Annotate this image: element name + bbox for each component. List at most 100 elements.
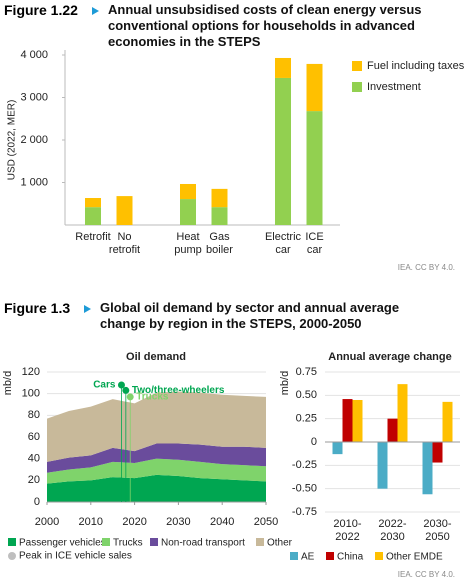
figure-title: Annual unsubsidised costs of clean energ… (108, 2, 422, 49)
y-tick-label: 60 (28, 431, 40, 443)
bar-segment (116, 196, 133, 225)
y-tick-label: -0.75 (292, 506, 317, 518)
bar-segment (85, 207, 101, 225)
y-tick-label: -0.25 (292, 459, 317, 471)
x-tick-label: Heat (176, 231, 199, 243)
y-tick-label: 3 000 (20, 91, 48, 103)
figure-label: Figure 1.3 (4, 300, 71, 316)
legend-swatch (8, 552, 16, 560)
legend-label: Other EMDE (386, 552, 443, 563)
bar-segment (306, 63, 323, 112)
x-tick-label: 2040 (210, 516, 234, 528)
area (47, 458, 266, 484)
peak-marker (126, 393, 134, 401)
legend-swatch (352, 82, 362, 92)
x-tick-label: 2030- (423, 518, 451, 530)
x-tick-label: 2010 (79, 516, 103, 528)
bar (387, 418, 398, 442)
y-tick-label: 1 000 (20, 176, 48, 188)
legend-label: Trucks (113, 538, 143, 549)
x-tick-label: 2000 (35, 516, 59, 528)
x-tick-label: 2030 (166, 516, 190, 528)
legend-swatch (102, 538, 110, 546)
x-tick-label: car (275, 244, 291, 256)
x-tick-label: car (307, 244, 323, 256)
y-tick-label: 2 000 (20, 134, 48, 146)
bar (332, 442, 343, 455)
peak-marker (117, 381, 125, 389)
figure-title: Global oil demand by sector and annual a… (100, 300, 400, 331)
legend-label: China (337, 552, 364, 563)
peak-marker (122, 386, 130, 394)
bar (442, 401, 453, 442)
bar (432, 442, 443, 463)
peak-label: Trucks (136, 392, 169, 403)
x-tick-label: ICE (305, 231, 323, 243)
legend-swatch (352, 61, 362, 71)
source: IEA. CC BY 4.0. (398, 570, 455, 579)
bar-segment (211, 188, 228, 208)
x-tick-label: 2020 (122, 516, 146, 528)
chart-title: Annual average change (328, 351, 452, 363)
x-tick-label: Gas (209, 231, 230, 243)
legend-label: Peak in ICE vehicle sales (19, 551, 132, 562)
bar-segment (275, 77, 291, 225)
legend-swatch (290, 552, 298, 560)
legend-label: Other (267, 538, 293, 549)
peak-label: Cars (93, 380, 116, 391)
x-tick-label: Retrofit (75, 231, 110, 243)
area (47, 391, 266, 462)
x-tick-label: Electric (265, 231, 302, 243)
legend-swatch (8, 538, 16, 546)
area (47, 474, 266, 502)
legend-label: Non-road transport (161, 538, 245, 549)
legend-swatch (375, 552, 383, 560)
legend-label: AE (301, 552, 315, 563)
bar-segment (180, 183, 196, 200)
y-tick-label: 4 000 (20, 49, 48, 61)
figure-arrow (84, 305, 91, 313)
bar-segment (180, 199, 196, 225)
bar-segment (275, 57, 291, 78)
y-tick-label: 120 (22, 366, 40, 378)
bar (397, 384, 408, 442)
x-tick-label: 2022- (378, 518, 406, 530)
y-tick-label: 0.25 (296, 413, 317, 425)
y-tick-label: 0 (34, 496, 40, 508)
x-tick-label: 2022 (335, 531, 359, 543)
x-tick-label: 2030 (380, 531, 404, 543)
area (47, 443, 266, 473)
x-tick-label: 2050 (425, 531, 449, 543)
x-tick-label: No (117, 231, 131, 243)
x-tick-label: 2010- (333, 518, 361, 530)
y-tick-label: 40 (28, 453, 40, 465)
y-tick-label: 100 (22, 388, 40, 400)
figure-arrow (92, 7, 99, 15)
peak-label: Two/three-wheelers (132, 385, 225, 396)
legend-swatch (256, 538, 264, 546)
y-axis-label: mb/d (2, 371, 14, 395)
legend-label: Investment (367, 81, 421, 93)
y-tick-label: -0.50 (292, 483, 317, 495)
y-tick-label: 0.75 (296, 366, 317, 378)
x-tick-label: retrofit (109, 244, 140, 256)
bar (377, 442, 388, 489)
legend-label: Passenger vehicles (19, 538, 106, 549)
chart-title: Oil demand (126, 351, 186, 363)
y-tick-label: 80 (28, 409, 40, 421)
y-tick-label: 0.50 (296, 389, 317, 401)
legend-swatch (150, 538, 158, 546)
y-axis-label: mb/d (279, 371, 291, 395)
y-tick-label: 20 (28, 474, 40, 486)
bar (422, 442, 433, 495)
bar-segment (211, 207, 228, 225)
legend-swatch (326, 552, 334, 560)
y-axis-label: USD (2022, MER) (7, 100, 18, 181)
x-tick-label: pump (174, 244, 202, 256)
bar (352, 400, 363, 442)
y-tick-label: 0 (311, 436, 317, 448)
bar (342, 399, 353, 442)
figure-label: Figure 1.22 (4, 2, 78, 18)
